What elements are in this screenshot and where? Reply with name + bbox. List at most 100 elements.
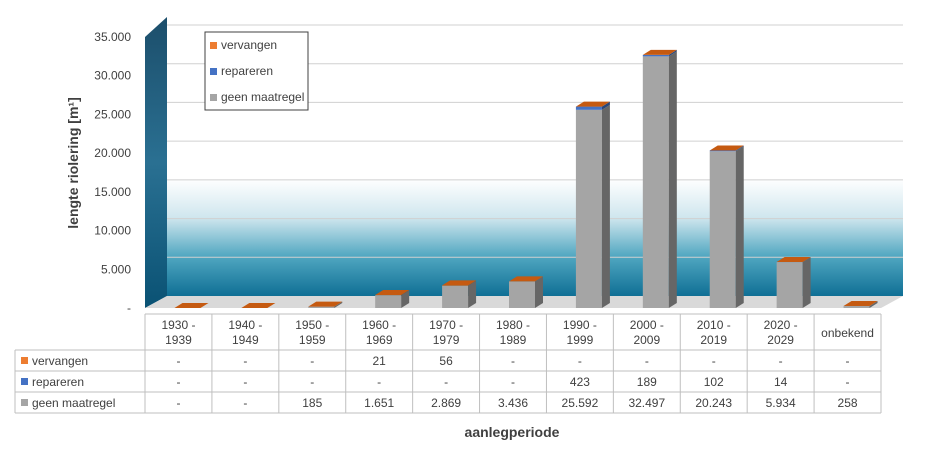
bar-side-face bbox=[401, 290, 410, 296]
category-label: 1990 -1999 bbox=[563, 318, 597, 347]
bar-side-face bbox=[802, 257, 811, 308]
category-label: 1940 -1949 bbox=[228, 318, 262, 347]
data-table: 1930 -1939 1940 -1949 1950 -1959 1960 -1969… bbox=[14, 313, 882, 414]
table-cell-value: - bbox=[243, 354, 247, 368]
bar-front-face bbox=[575, 106, 602, 110]
bar-top-cap bbox=[442, 280, 477, 286]
table-cell-value: 258 bbox=[838, 396, 858, 410]
table-series-name: geen maatregel bbox=[32, 396, 115, 410]
bar-side-face bbox=[601, 101, 610, 110]
bar-top-cap bbox=[375, 290, 410, 296]
bar-side-face bbox=[735, 146, 744, 308]
y-tick-label: 20.000 bbox=[94, 146, 131, 160]
bar-segment-geen-maatregel bbox=[642, 51, 677, 308]
table-cell-value: 20.243 bbox=[695, 396, 732, 410]
bar-top-cap bbox=[308, 301, 343, 307]
table-cell-value: 21 bbox=[373, 354, 387, 368]
bar-front-face bbox=[509, 281, 535, 308]
category-label: 1980 -1989 bbox=[496, 318, 530, 347]
x-axis-title: aanlegperiode bbox=[465, 424, 560, 440]
bar-segment-vervangen bbox=[375, 290, 410, 296]
legend-swatch-repareren bbox=[210, 68, 217, 75]
bar-side-face bbox=[802, 256, 811, 263]
table-cell-value: 5.934 bbox=[766, 396, 796, 410]
table-cell-value: - bbox=[176, 375, 180, 389]
legend-label-repareren: repareren bbox=[221, 64, 273, 78]
bar-side-face bbox=[334, 301, 343, 308]
bar-segment-geen-maatregel bbox=[442, 280, 477, 308]
table-cell-value: - bbox=[176, 396, 180, 410]
bar-top-cap bbox=[642, 49, 677, 55]
bar-front-face bbox=[575, 109, 602, 308]
table-cell-value: 185 bbox=[302, 396, 322, 410]
bar-top-cap bbox=[174, 303, 209, 308]
legend-swatch-geen-maatregel bbox=[210, 94, 217, 101]
bar-segment-geen-maatregel bbox=[709, 146, 744, 308]
bar-top-cap bbox=[843, 301, 878, 307]
bar-top-cap bbox=[509, 276, 543, 282]
bar-side-face bbox=[735, 145, 744, 152]
table-cell-value: - bbox=[846, 354, 850, 368]
y-tick-label: 30.000 bbox=[94, 69, 131, 83]
legend: vervangen repareren geen maatregel bbox=[204, 31, 309, 111]
table-cell-value: 32.497 bbox=[628, 396, 665, 410]
category-label: 1970 -1979 bbox=[429, 318, 463, 347]
y-tick-label: 5.000 bbox=[101, 262, 131, 276]
y-axis-title: lengte riolering [m¹] bbox=[65, 97, 81, 228]
table-cell-value: 1.651 bbox=[364, 396, 394, 410]
bar-front-face bbox=[776, 262, 803, 308]
table-series-name: repareren bbox=[32, 375, 84, 389]
bar-front-face bbox=[308, 306, 335, 308]
table-cell-value: - bbox=[712, 354, 716, 368]
bar-segment-geen-maatregel bbox=[509, 276, 543, 308]
bar-front-face bbox=[709, 151, 736, 308]
category-label: 2010 -2019 bbox=[697, 318, 731, 347]
table-cell-value: - bbox=[310, 375, 314, 389]
table-legend-swatch bbox=[21, 378, 28, 385]
bar-front-face bbox=[642, 54, 669, 57]
y-tick-label: 15.000 bbox=[94, 185, 131, 199]
table-cell-value: - bbox=[310, 354, 314, 368]
y-tick-label: 25.000 bbox=[94, 107, 131, 121]
table-cell-value: 3.436 bbox=[498, 396, 528, 410]
bar-segment-geen-maatregel bbox=[776, 257, 811, 308]
bar-segment-repareren bbox=[575, 101, 610, 110]
bar-top-cap bbox=[241, 303, 276, 308]
category-label: 1950 -1959 bbox=[295, 318, 329, 347]
table-cell-value: 14 bbox=[774, 375, 788, 389]
bar-front-face bbox=[375, 295, 402, 308]
bar-side-face bbox=[468, 280, 477, 308]
legend-label-vervangen: vervangen bbox=[221, 38, 277, 52]
table-cell-value: 25.592 bbox=[562, 396, 599, 410]
table-cell-value: - bbox=[444, 375, 448, 389]
y-tick-label: 10.000 bbox=[94, 224, 131, 238]
table-cell-value: - bbox=[511, 354, 515, 368]
legend-swatch-vervangen bbox=[210, 42, 217, 49]
bar-segment-geen-maatregel bbox=[308, 301, 343, 308]
bar-segment-geen-maatregel bbox=[375, 290, 410, 308]
bar-top-cap bbox=[575, 101, 610, 107]
bar-front-face bbox=[442, 285, 469, 308]
bar-side-face bbox=[601, 104, 610, 308]
table-cell-value: - bbox=[846, 375, 850, 389]
bars bbox=[174, 49, 878, 308]
bar-side-face bbox=[869, 301, 878, 308]
bar-side-face bbox=[668, 49, 677, 57]
category-label: 1960 -1969 bbox=[362, 318, 396, 347]
bar-top-cap bbox=[709, 145, 744, 151]
table-series-name: vervangen bbox=[32, 354, 88, 368]
table-cell-value: - bbox=[645, 354, 649, 368]
category-label: 2000 -2009 bbox=[630, 318, 664, 347]
table-cell-value: 189 bbox=[637, 375, 657, 389]
bar-side-face bbox=[668, 51, 677, 308]
legend-label-geen-maatregel: geen maatregel bbox=[221, 90, 304, 104]
y-axis-tick-labels: - 5.000 10.000 15.000 20.000 25.000 30.000 35.0… bbox=[94, 30, 131, 315]
category-label: onbekend bbox=[821, 326, 874, 340]
table-cell-value: - bbox=[578, 354, 582, 368]
table-cell-value: - bbox=[511, 375, 515, 389]
bar-side-face bbox=[535, 276, 543, 308]
bar-segment-repareren bbox=[776, 256, 811, 263]
table-legend-swatch bbox=[21, 399, 28, 406]
category-label: 1930 -1939 bbox=[161, 318, 195, 347]
bar-segment-geen-maatregel bbox=[575, 104, 610, 308]
